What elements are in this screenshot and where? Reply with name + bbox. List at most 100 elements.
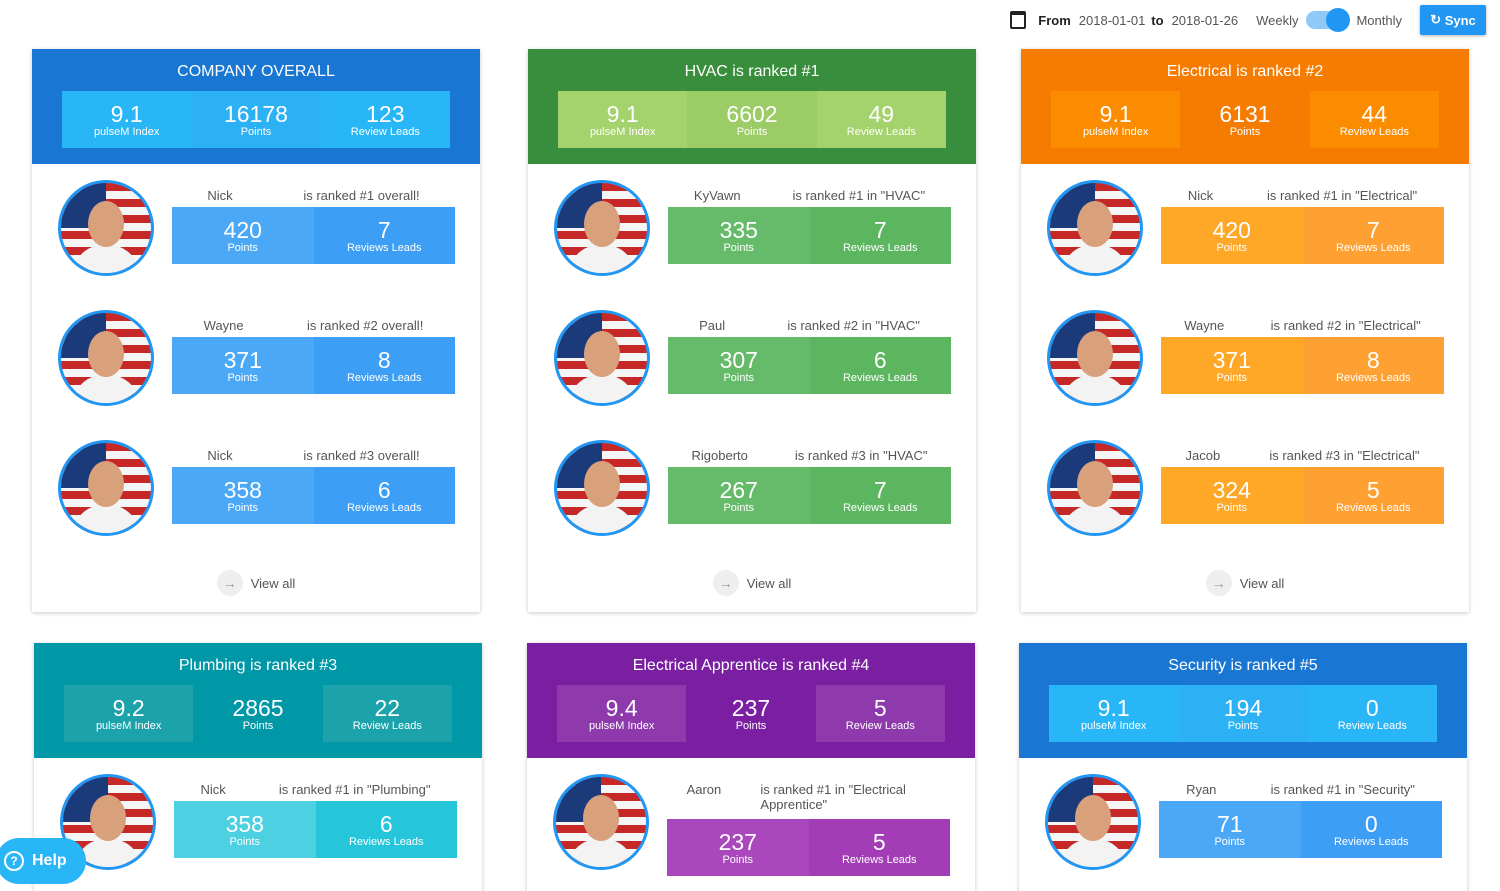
avatar: [554, 310, 650, 406]
card-header: Electrical Apprentice is ranked #4 9.4 pul…: [527, 643, 975, 758]
person-stats: 420 Points 7 Reviews Leads: [172, 207, 455, 264]
card-header: COMPANY OVERALL 9.1 pulseM Index 16178 Point…: [32, 49, 480, 164]
card-title: Electrical is ranked #2: [1166, 63, 1324, 80]
points-value: 307: [719, 346, 758, 373]
avatar-shirt: [569, 505, 635, 533]
leads-label: Reviews Leads: [346, 241, 422, 254]
leads-cell: 7 Reviews Leads: [1302, 207, 1444, 264]
person-caption: Wayne is ranked #2 overall!: [172, 318, 455, 333]
points-cell: 237 Points: [667, 819, 809, 876]
leads-label: Reviews Leads: [842, 241, 918, 254]
stat-value: 44: [1361, 100, 1388, 127]
leads-label: Reviews Leads: [841, 853, 917, 866]
stat-value: 16178: [224, 100, 288, 127]
stat-label: Review Leads: [845, 719, 915, 732]
leads-cell: 7 Reviews Leads: [809, 467, 951, 524]
person-stats: 237 Points 5 Reviews Leads: [667, 819, 950, 876]
points-label: Points: [229, 835, 261, 848]
from-date[interactable]: 2018-01-01: [1078, 12, 1146, 28]
ranked-person: Nick is ranked #3 overall! 358 Points 6 Revie…: [32, 440, 480, 558]
stat-box: 9.1 pulseM Index: [62, 91, 192, 148]
stat-label: Points: [240, 125, 272, 138]
stat-box: 123 Review Leads: [320, 91, 450, 148]
avatar-face: [584, 201, 620, 247]
card-header: HVAC is ranked #1 9.1 pulseM Index 6602 Poin…: [528, 49, 976, 164]
points-cell: 335 Points: [668, 207, 810, 264]
stat-box: 9.1 pulseM Index: [1049, 685, 1179, 742]
person-name: Nick: [200, 782, 226, 797]
sync-button[interactable]: ↻ Sync: [1420, 5, 1486, 35]
avatar-shirt: [569, 245, 635, 273]
avatar-shirt: [568, 839, 634, 867]
stat-value: 22: [374, 694, 401, 721]
avatar-shirt: [73, 245, 139, 273]
leaderboard-card: Electrical Apprentice is ranked #4 9.4 pul…: [527, 643, 975, 891]
avatar: [554, 180, 650, 276]
person-stats: 371 Points 8 Reviews Leads: [172, 337, 455, 394]
view-all-link[interactable]: → View all: [528, 570, 976, 596]
person-name: Wayne: [1184, 318, 1225, 333]
person-name: Jacob: [1185, 448, 1221, 463]
stat-value: 9.1: [1099, 100, 1132, 127]
stat-strip: 9.4 pulseM Index 237 Points 5 Review Leads: [557, 685, 945, 742]
points-cell: 267 Points: [668, 467, 810, 524]
leads-value: 6: [377, 476, 391, 503]
stat-box: 237 Points: [686, 685, 816, 742]
leads-cell: 6 Reviews Leads: [315, 801, 457, 858]
stat-box: 49 Review Leads: [816, 91, 946, 148]
points-value: 324: [1212, 476, 1251, 503]
avatar-face: [1075, 795, 1111, 841]
person-stats: 307 Points 6 Reviews Leads: [668, 337, 951, 394]
to-date[interactable]: 2018-01-26: [1171, 12, 1239, 28]
leads-label: Reviews Leads: [346, 371, 422, 384]
stat-strip: 9.1 pulseM Index 6602 Points 49 Review Leads: [558, 91, 946, 148]
leads-cell: 6 Reviews Leads: [313, 467, 455, 524]
stat-strip: 9.1 pulseM Index 16178 Points 123 Review Lead…: [62, 91, 450, 148]
points-cell: 420 Points: [1161, 207, 1303, 264]
person-caption: Nick is ranked #1 in "Electrical": [1161, 188, 1444, 203]
points-cell: 307 Points: [668, 337, 810, 394]
person-caption: Nick is ranked #3 overall!: [172, 448, 455, 463]
person-name: Nick: [207, 188, 233, 203]
leads-label: Reviews Leads: [346, 501, 422, 514]
stat-box: 9.2 pulseM Index: [64, 685, 194, 742]
stat-box: 22 Review Leads: [322, 685, 452, 742]
ranked-person: Paul is ranked #2 in "HVAC" 307 Points 6 Revi…: [528, 310, 976, 428]
leads-cell: 0 Reviews Leads: [1300, 801, 1442, 858]
arrow-icon: →: [712, 570, 739, 596]
avatar-face: [1077, 461, 1113, 507]
points-value: 371: [1212, 346, 1251, 373]
stat-value: 2865: [232, 694, 284, 721]
sync-label: Sync: [1444, 12, 1476, 28]
avatar-shirt: [1060, 839, 1126, 867]
points-value: 358: [223, 476, 262, 503]
stat-value: 0: [1365, 694, 1379, 721]
stat-label: pulseM Index: [95, 719, 162, 732]
person-caption: Paul is ranked #2 in "HVAC": [668, 318, 951, 333]
person-rank: is ranked #3 overall!: [303, 448, 420, 463]
leads-value: 8: [377, 346, 391, 373]
leads-value: 0: [1364, 810, 1378, 837]
period-toggle[interactable]: [1306, 8, 1351, 32]
person-stats: 324 Points 5 Reviews Leads: [1161, 467, 1444, 524]
person-caption: Rigoberto is ranked #3 in "HVAC": [668, 448, 951, 463]
points-label: Points: [723, 501, 755, 514]
points-cell: 358 Points: [174, 801, 316, 858]
view-all-link[interactable]: → View all: [1021, 570, 1469, 596]
from-label: From: [1038, 12, 1071, 28]
view-all-link[interactable]: → View all: [32, 570, 480, 596]
stat-value: 9.1: [110, 100, 143, 127]
person-name: Paul: [699, 318, 726, 333]
card-title: HVAC is ranked #1: [684, 63, 820, 80]
ranked-person: Nick is ranked #1 in "Electrical" 420 Point…: [1021, 180, 1469, 298]
person-name: Aaron: [686, 782, 722, 797]
leads-label: Reviews Leads: [1335, 371, 1411, 384]
view-all-label: View all: [746, 575, 792, 591]
leads-label: Reviews Leads: [1335, 501, 1411, 514]
avatar-face: [1077, 201, 1113, 247]
stat-label: Review Leads: [1337, 719, 1407, 732]
help-button[interactable]: ? Help: [0, 838, 86, 884]
stat-box: 5 Review Leads: [815, 685, 945, 742]
leads-value: 6: [873, 346, 887, 373]
